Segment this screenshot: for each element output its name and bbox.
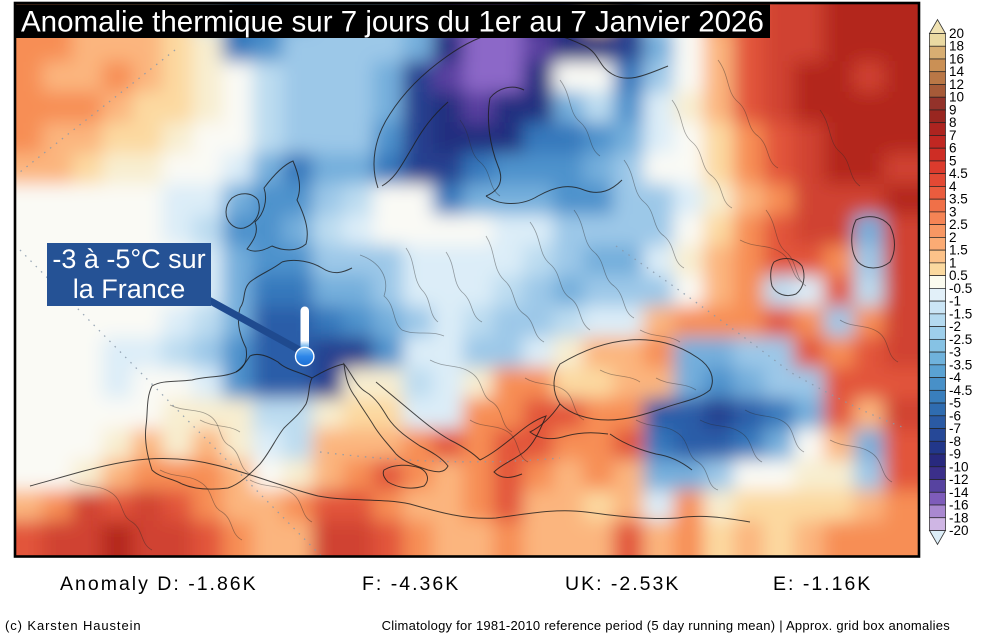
svg-text:-0.5: -0.5: [949, 281, 972, 296]
svg-text:-12: -12: [949, 472, 969, 487]
svg-text:8: 8: [949, 115, 957, 130]
svg-text:6: 6: [949, 141, 957, 156]
svg-text:-10: -10: [949, 459, 969, 474]
svg-text:-14: -14: [949, 485, 969, 500]
svg-text:-7: -7: [949, 421, 961, 436]
svg-text:16: 16: [949, 51, 964, 66]
svg-text:-1.5: -1.5: [949, 306, 972, 321]
svg-text:-16: -16: [949, 498, 969, 513]
svg-text:1.5: 1.5: [949, 243, 968, 258]
svg-text:Anomalie thermique sur 7 jours: Anomalie thermique sur 7 jours du 1er au…: [21, 6, 764, 39]
svg-text:E: -1.16K: E: -1.16K: [773, 573, 872, 595]
svg-text:3: 3: [949, 204, 957, 219]
svg-text:F: -4.36K: F: -4.36K: [362, 573, 460, 595]
svg-text:-18: -18: [949, 510, 969, 525]
svg-text:14: 14: [949, 64, 965, 79]
svg-text:-20: -20: [949, 523, 969, 538]
svg-text:1: 1: [949, 255, 957, 270]
svg-text:12: 12: [949, 77, 964, 92]
svg-text:-8: -8: [949, 434, 961, 449]
svg-text:(c) Karsten Haustein: (c) Karsten Haustein: [5, 618, 142, 633]
svg-text:20: 20: [949, 26, 964, 41]
svg-text:la France: la France: [73, 274, 186, 304]
svg-text:-3.5: -3.5: [949, 357, 972, 372]
svg-text:-2.5: -2.5: [949, 332, 972, 347]
svg-text:0.5: 0.5: [949, 268, 968, 283]
svg-text:7: 7: [949, 128, 957, 143]
svg-text:-9: -9: [949, 447, 961, 462]
svg-text:Anomaly D: -1.86K: Anomaly D: -1.86K: [60, 573, 258, 595]
svg-text:4.5: 4.5: [949, 166, 968, 181]
svg-text:5: 5: [949, 153, 957, 168]
svg-text:-4.5: -4.5: [949, 383, 972, 398]
svg-text:UK: -2.53K: UK: -2.53K: [565, 573, 680, 595]
svg-text:4: 4: [949, 179, 957, 194]
svg-text:-1: -1: [949, 294, 961, 309]
svg-text:-2: -2: [949, 319, 961, 334]
svg-text:Climatology for 1981-2010 refe: Climatology for 1981-2010 reference peri…: [382, 618, 951, 633]
svg-text:-5: -5: [949, 396, 961, 411]
svg-text:-3 à -5°C sur: -3 à -5°C sur: [52, 244, 205, 274]
svg-text:18: 18: [949, 39, 964, 54]
svg-text:-3: -3: [949, 345, 961, 360]
svg-text:-6: -6: [949, 408, 961, 423]
svg-text:10: 10: [949, 90, 964, 105]
svg-text:-4: -4: [949, 370, 961, 385]
svg-text:3.5: 3.5: [949, 192, 968, 207]
svg-text:2: 2: [949, 230, 957, 245]
svg-text:2.5: 2.5: [949, 217, 968, 232]
svg-text:9: 9: [949, 102, 957, 117]
